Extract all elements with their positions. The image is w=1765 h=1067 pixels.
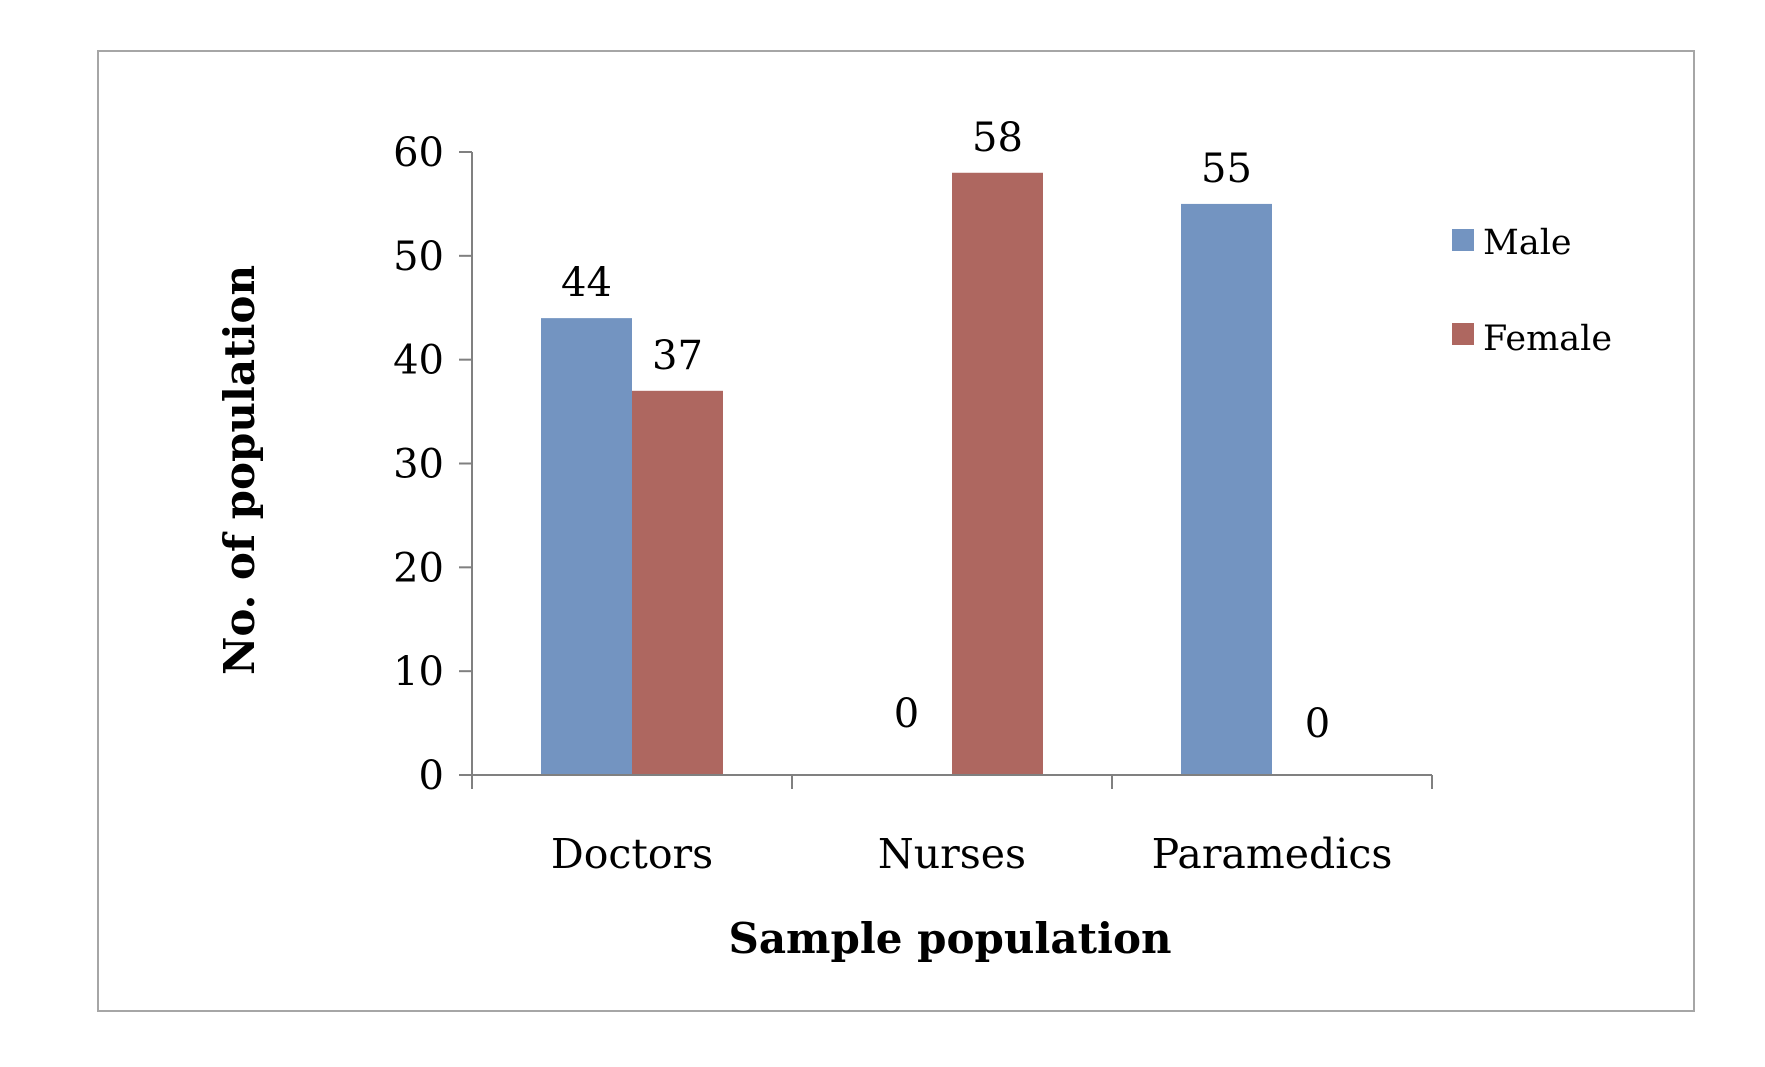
data-label-male-doctors: 44: [561, 260, 612, 306]
y-tick-label: 0: [419, 753, 444, 799]
data-label-female-nurses: 58: [972, 115, 1023, 161]
legend-label-female: Female: [1483, 319, 1612, 359]
data-label-female-paramedics: 0: [1305, 701, 1330, 747]
data-label-male-paramedics: 55: [1201, 146, 1252, 192]
legend: Male Female: [1452, 223, 1612, 359]
y-tick-label: 60: [393, 130, 444, 176]
category-label-doctors: Doctors: [551, 830, 713, 878]
bar-male-paramedics: [1181, 203, 1272, 775]
bar-male-doctors: [541, 318, 632, 775]
x-axis-ticks: Doctors Nurses Paramedics: [471, 775, 1433, 878]
y-tick-label: 10: [393, 649, 444, 695]
y-tick-label: 30: [393, 442, 444, 488]
legend-swatch-male: [1452, 229, 1474, 251]
y-axis-ticks: 0 10 20 30 40 50 60: [393, 130, 472, 799]
bars-layer: [541, 172, 1272, 775]
chart-frame: [97, 50, 1695, 1012]
category-label-paramedics: Paramedics: [1152, 830, 1393, 878]
data-label-female-doctors: 37: [652, 333, 703, 379]
data-labels: 44 0 55 37 58 0: [561, 115, 1330, 747]
y-tick-label: 20: [393, 545, 444, 591]
y-axis-title: No. of population: [215, 265, 264, 675]
x-axis-title: Sample population: [728, 914, 1171, 963]
y-tick-label: 40: [393, 338, 444, 384]
y-tick-label: 50: [393, 234, 444, 280]
legend-swatch-female: [1452, 323, 1474, 345]
category-label-nurses: Nurses: [878, 830, 1026, 878]
bar-female-nurses: [952, 172, 1043, 775]
data-label-male-nurses: 0: [894, 691, 919, 737]
bar-female-doctors: [632, 390, 723, 775]
legend-label-male: Male: [1483, 223, 1572, 263]
